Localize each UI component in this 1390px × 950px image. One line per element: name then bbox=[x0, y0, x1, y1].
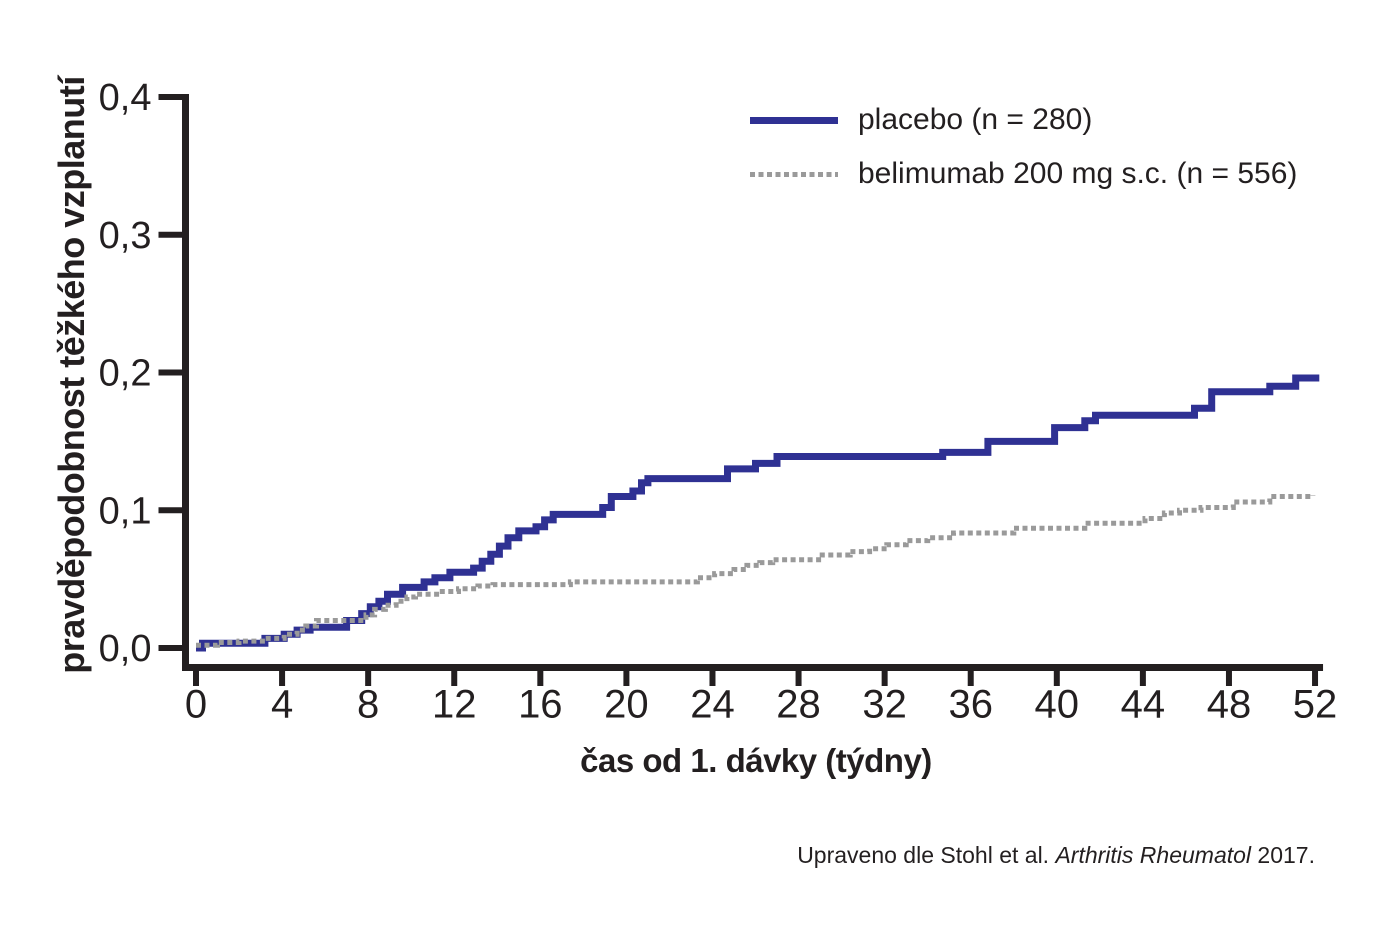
x-tick-label: 44 bbox=[1121, 683, 1166, 727]
x-tick bbox=[795, 671, 802, 686]
source-suffix: 2017. bbox=[1251, 842, 1315, 868]
x-tick bbox=[709, 671, 716, 686]
y-axis-line bbox=[182, 94, 189, 671]
curve-placebo bbox=[196, 374, 1320, 652]
x-tick-label: 4 bbox=[271, 683, 293, 727]
x-tick-label: 16 bbox=[518, 683, 563, 727]
x-tick bbox=[537, 671, 544, 686]
x-tick bbox=[1225, 671, 1232, 686]
x-tick bbox=[1139, 671, 1146, 686]
curve-belimumab bbox=[196, 494, 1316, 648]
x-tick bbox=[623, 671, 630, 686]
belimumab-line-swatch-icon bbox=[750, 171, 838, 177]
x-tick bbox=[193, 671, 199, 686]
x-axis-line bbox=[182, 664, 1324, 671]
y-tick bbox=[158, 507, 186, 514]
y-tick-label: 0,3 bbox=[99, 215, 152, 257]
x-tick-label: 40 bbox=[1035, 683, 1080, 727]
y-tick-label: 0,0 bbox=[99, 628, 152, 670]
x-tick bbox=[881, 671, 888, 686]
x-tick bbox=[451, 671, 458, 686]
x-tick bbox=[1312, 671, 1319, 686]
x-tick-label: 20 bbox=[604, 683, 649, 727]
x-tick-label: 8 bbox=[357, 683, 379, 727]
x-tick-label: 0 bbox=[185, 683, 207, 727]
curves bbox=[196, 374, 1320, 652]
y-tick bbox=[158, 231, 186, 238]
legend-item-placebo: placebo (n = 280) bbox=[750, 98, 1297, 142]
source-prefix: Upraveno dle Stohl et al. bbox=[797, 842, 1056, 868]
source-journal: Arthritis Rheumatol bbox=[1055, 842, 1252, 868]
y-tick-label: 0,1 bbox=[99, 490, 152, 532]
x-tick-label: 28 bbox=[776, 683, 821, 727]
y-axis-title: pravděpodobnost těžkého vzplanutí bbox=[42, 75, 102, 675]
x-tick-label: 12 bbox=[432, 683, 477, 727]
tick-labels: 0,00,10,20,30,40 4 8 12 16 20 24 28 32 36 40 44 48 52 bbox=[99, 77, 1338, 727]
legend-label-placebo: placebo (n = 280) bbox=[858, 103, 1093, 136]
x-axis-title: čas od 1. dávky (týdny) bbox=[580, 742, 932, 779]
x-tick-label: 24 bbox=[690, 683, 735, 727]
placebo-line-swatch-icon bbox=[750, 116, 838, 124]
y-tick-label: 0,2 bbox=[99, 353, 152, 395]
y-axis-title-text: pravděpodobnost těžkého vzplanutí bbox=[51, 76, 93, 674]
y-tick-label: 0,4 bbox=[99, 77, 152, 119]
x-tick-label: 52 bbox=[1293, 683, 1338, 727]
x-tick bbox=[967, 671, 974, 686]
axes bbox=[158, 94, 1324, 686]
source-citation: Upraveno dle Stohl et al. Arthritis Rheu… bbox=[797, 842, 1315, 869]
x-tick-label: 36 bbox=[948, 683, 993, 727]
y-tick bbox=[158, 645, 186, 651]
y-tick bbox=[158, 94, 186, 100]
x-tick bbox=[365, 671, 372, 686]
x-tick-label: 32 bbox=[862, 683, 907, 727]
y-tick bbox=[158, 369, 186, 376]
legend-label-belimumab: belimumab 200 mg s.c. (n = 556) bbox=[858, 157, 1298, 190]
legend: placebo (n = 280) belimumab 200 mg s.c. … bbox=[750, 98, 1297, 206]
x-tick bbox=[1053, 671, 1060, 686]
x-tick-label: 48 bbox=[1207, 683, 1252, 727]
legend-item-belimumab: belimumab 200 mg s.c. (n = 556) bbox=[750, 152, 1297, 196]
x-tick bbox=[279, 671, 286, 686]
